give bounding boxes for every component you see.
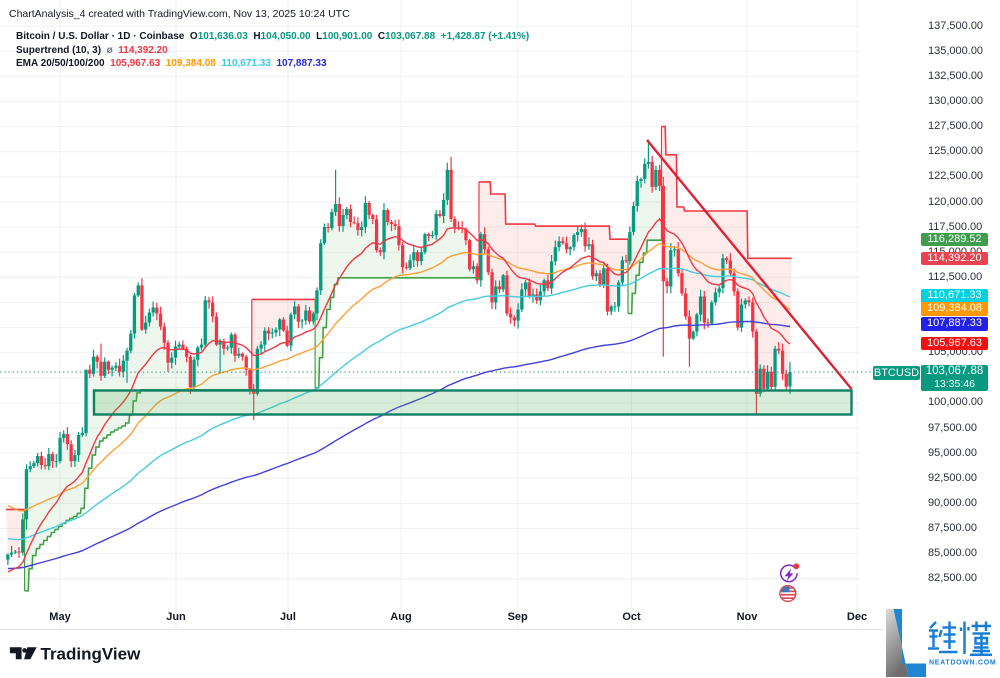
svg-text:NEATDOWN.COM: NEATDOWN.COM	[929, 660, 996, 667]
svg-text:TradingView: TradingView	[41, 645, 142, 664]
